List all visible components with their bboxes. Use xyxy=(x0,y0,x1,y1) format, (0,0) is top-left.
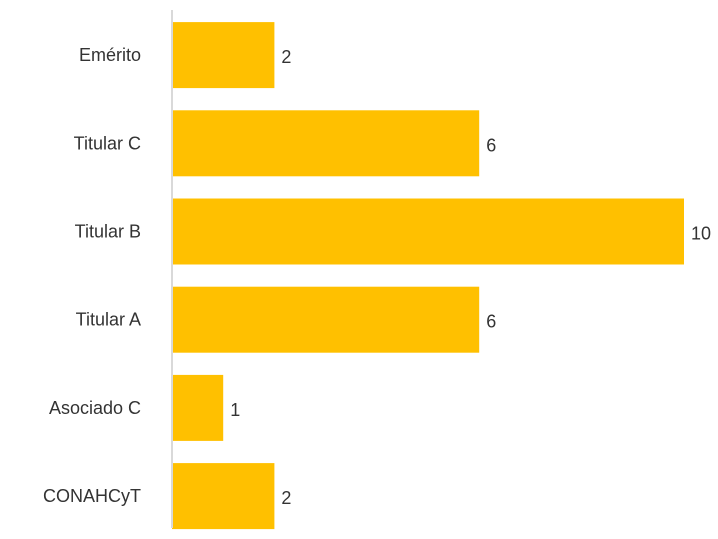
category-label: CONAHCyT xyxy=(43,486,141,506)
bar-2 xyxy=(172,198,684,265)
data-label: 10 xyxy=(691,224,711,244)
bars-layer xyxy=(172,22,684,530)
bar-5 xyxy=(172,463,275,530)
category-label: Titular C xyxy=(74,133,141,153)
bar-3 xyxy=(172,286,480,353)
bar-1 xyxy=(172,110,480,177)
category-label: Emérito xyxy=(79,45,141,65)
category-label: Asociado C xyxy=(49,398,141,418)
category-label: Titular B xyxy=(75,222,141,242)
category-label: Titular A xyxy=(76,310,141,330)
data-label: 1 xyxy=(230,400,240,420)
data-label: 6 xyxy=(486,135,496,155)
bar-4 xyxy=(172,374,224,441)
labels-layer: Emérito 2 Titular C 6 Titular B 10 Titular A 6 A… xyxy=(43,45,711,508)
data-label: 2 xyxy=(281,47,291,67)
data-label: 6 xyxy=(486,312,496,332)
bar-0 xyxy=(172,22,275,89)
data-label: 2 xyxy=(281,488,291,508)
